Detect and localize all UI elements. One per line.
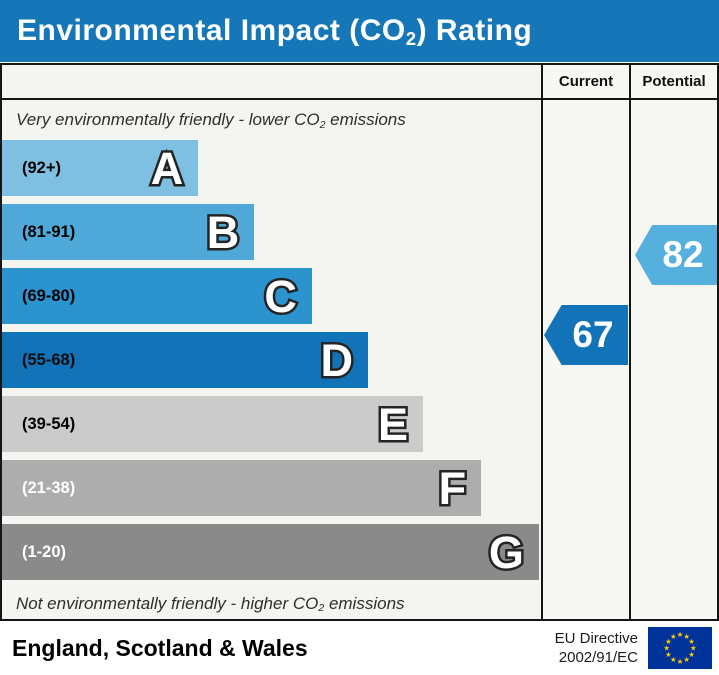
band-bar-b: (81-91) B <box>2 204 255 260</box>
band-range-label: (92+) <box>22 158 61 177</box>
top-caption: Very environmentally friendly - lower CO… <box>16 110 406 131</box>
band-row-d: (55-68) D <box>2 332 541 388</box>
band-letter: G <box>486 526 526 578</box>
band-range-label: (39-54) <box>22 414 76 433</box>
band-row-e: (39-54) E <box>2 396 541 452</box>
svg-text:★: ★ <box>688 650 695 659</box>
current-rating-arrow: 67 <box>544 305 628 365</box>
svg-text:★: ★ <box>690 644 697 653</box>
potential-column: Potential 82 <box>629 65 717 619</box>
svg-text:★: ★ <box>670 655 677 664</box>
band-chart-column: Very environmentally friendly - lower CO… <box>2 65 541 619</box>
band-letter: F <box>436 462 468 514</box>
svg-text:★: ★ <box>670 632 677 641</box>
eu-directive-label: EU Directive 2002/91/EC <box>554 629 638 667</box>
title-bar: Environmental Impact (CO2) Rating <box>0 0 719 62</box>
band-range-label: (55-68) <box>22 350 76 369</box>
bottom-caption: Not environmentally friendly - higher CO… <box>16 593 405 615</box>
svg-text:★: ★ <box>683 632 690 641</box>
chart-body: Very environmentally friendly - lower CO… <box>2 100 541 619</box>
svg-text:★: ★ <box>677 657 684 666</box>
band-letter: C <box>262 270 299 322</box>
svg-text:★: ★ <box>665 650 672 659</box>
svg-text:★: ★ <box>683 655 690 664</box>
band-row-g: (1-20) G <box>2 524 541 580</box>
band-letter: B <box>204 206 241 258</box>
svg-text:★: ★ <box>688 637 695 646</box>
potential-rating-arrow: 82 <box>635 225 717 285</box>
band-bar-c: (69-80) C <box>2 268 312 324</box>
band-range-label: (21-38) <box>22 478 76 497</box>
band-range-label: (1-20) <box>22 542 67 561</box>
current-column: Current 67 <box>541 65 629 619</box>
svg-text:★: ★ <box>663 644 670 653</box>
potential-column-body: 82 <box>631 100 717 619</box>
band-row-f: (21-38) F <box>2 460 541 516</box>
eu-flag-icon: ★ ★ ★ ★ ★ ★ ★ ★ ★ ★ ★ ★ <box>648 627 712 669</box>
band-letter: E <box>375 398 410 450</box>
band-bar-d: (55-68) D <box>2 332 368 388</box>
svg-text:★: ★ <box>665 637 672 646</box>
epc-rating-table: Very environmentally friendly - lower CO… <box>0 63 719 621</box>
footer: England, Scotland & Wales EU Directive 2… <box>0 621 719 675</box>
band-range-label: (81-91) <box>22 222 76 241</box>
band-letter: A <box>148 142 185 194</box>
current-rating-value: 67 <box>572 314 614 355</box>
potential-rating-value: 82 <box>662 234 704 275</box>
region-label: England, Scotland & Wales <box>12 634 308 661</box>
page-title: Environmental Impact (CO2) Rating <box>17 14 533 50</box>
current-column-header: Current <box>543 65 629 100</box>
band-letter: D <box>318 334 355 386</box>
band-row-b: (81-91) B <box>2 204 541 260</box>
svg-text:★: ★ <box>677 630 684 639</box>
band-bar-e: (39-54) E <box>2 396 423 452</box>
chart-column-header <box>2 65 541 100</box>
band-row-c: (69-80) C <box>2 268 541 324</box>
band-bar-f: (21-38) F <box>2 460 482 516</box>
band-range-label: (69-80) <box>22 286 76 305</box>
band-row-a: (92+) A <box>2 140 541 196</box>
current-column-body: 67 <box>543 100 629 619</box>
band-bar-a: (92+) A <box>2 140 199 196</box>
potential-column-header: Potential <box>631 65 717 100</box>
band-bar-g: (1-20) G <box>2 524 539 580</box>
